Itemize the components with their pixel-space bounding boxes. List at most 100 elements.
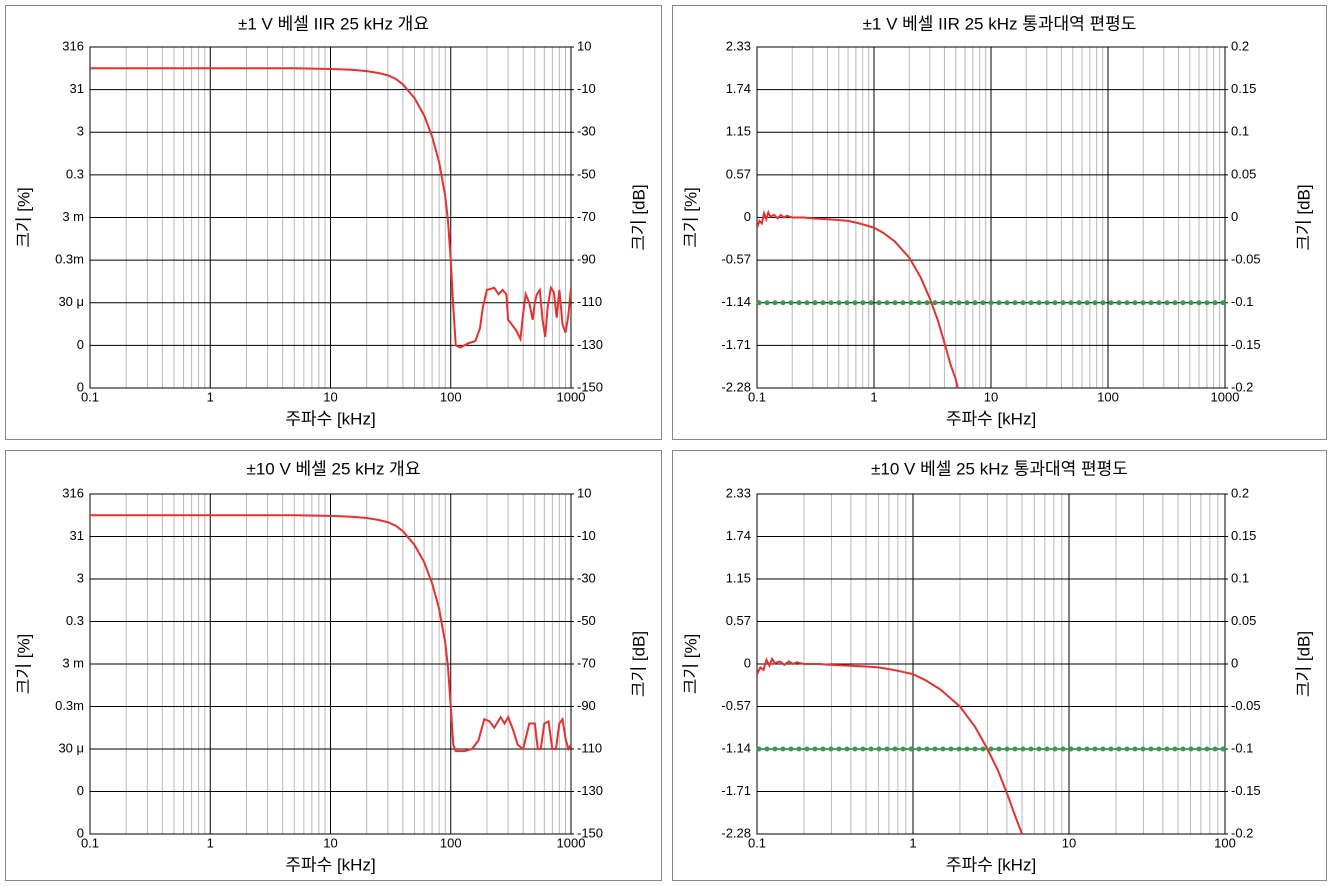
y-tick-label: 3 (77, 570, 84, 585)
x-tick-label: 10 (323, 835, 337, 850)
x-tick-label: 10 (1062, 835, 1076, 850)
y-tick-label: -2.28 (721, 379, 751, 394)
plot-frame (89, 493, 572, 835)
y2-tick-label: 0.2 (1231, 485, 1249, 500)
y-tick-label: 0.3 (66, 613, 84, 628)
y-tick-label: 1.74 (726, 528, 751, 543)
x-tick-label: 100 (1097, 389, 1119, 404)
chart-panel: 0.1 1 10 100 1000 316 31 3 0.3 3 m 0.3m 30 μ 0 0 10 -10… (5, 5, 662, 440)
y2-tick-label: 0.15 (1231, 81, 1256, 96)
x-axis-label: 주파수 [kHz] (285, 855, 375, 874)
y-tick-label: 316 (62, 485, 84, 500)
x-tick-label: 1 (870, 389, 877, 404)
y2-tick-label: -50 (577, 166, 596, 181)
y2-tick-label: 10 (577, 485, 591, 500)
y-tick-label: 1.15 (726, 124, 751, 139)
x-tick-label: 0.1 (81, 835, 99, 850)
y2-tick-label: 0 (1231, 209, 1238, 224)
plot-frame (89, 46, 572, 389)
y-tick-label: 0 (77, 337, 84, 352)
y-tick-label: 0.57 (726, 166, 751, 181)
y-tick-label: 2.33 (726, 485, 751, 500)
y2-tick-label: 0 (1231, 655, 1238, 670)
y-tick-label: 0 (77, 379, 84, 394)
y2-axis-label: 크기 [dB] (629, 631, 648, 697)
y2-tick-label: -70 (577, 209, 596, 224)
x-tick-label: 100 (440, 389, 462, 404)
panel-border (672, 5, 1327, 440)
y2-tick-label: -0.2 (1231, 825, 1253, 840)
x-tick-label: 10 (984, 389, 998, 404)
y-axis-label: 크기 [%] (681, 634, 700, 695)
y2-tick-label: -90 (577, 698, 596, 713)
y2-tick-label: -30 (577, 570, 596, 585)
x-tick-label: 0.1 (81, 389, 99, 404)
y2-tick-label: -0.15 (1231, 783, 1261, 798)
x-tick-label: 1000 (1211, 389, 1240, 404)
y-tick-label: 0 (77, 825, 84, 840)
panel-border (5, 5, 662, 440)
y-tick-label: 31 (70, 528, 84, 543)
series-line (757, 209, 959, 388)
series-line (90, 67, 571, 349)
y-tick-label: 0.3 (66, 166, 84, 181)
y-tick-label: 3 (77, 124, 84, 139)
y2-tick-label: -50 (577, 613, 596, 628)
x-tick-label: 1000 (557, 835, 586, 850)
y2-tick-label: -90 (577, 252, 596, 267)
x-tick-label: 0.1 (748, 389, 766, 404)
y2-tick-label: 0.05 (1231, 613, 1256, 628)
y2-tick-label: 0.1 (1231, 570, 1249, 585)
y2-tick-label: -0.15 (1231, 337, 1261, 352)
y-tick-label: -1.71 (721, 783, 751, 798)
y-tick-label: 0 (744, 209, 751, 224)
y2-tick-label: 0.05 (1231, 166, 1256, 181)
series-line (757, 656, 1023, 834)
y2-tick-label: 0.15 (1231, 528, 1256, 543)
y-tick-label: -1.14 (721, 740, 751, 755)
y-tick-label: 30 μ (58, 740, 84, 755)
y-axis-label: 크기 [%] (14, 187, 33, 248)
chart-panel: 0.1 1 10 100 1000 316 31 3 0.3 3 m 0.3m 30 μ 0 0 10 -10… (5, 450, 662, 881)
chart-title: ±10 V 베셀 25 kHz 통과대역 편평도 (871, 459, 1128, 478)
y2-tick-label: -70 (577, 655, 596, 670)
y2-tick-label: -110 (577, 294, 602, 309)
y2-tick-label: 0.1 (1231, 124, 1249, 139)
y2-axis-label: 크기 [dB] (1294, 184, 1313, 250)
y2-tick-label: 0.2 (1231, 38, 1249, 53)
panel-border (5, 450, 662, 881)
x-tick-label: 100 (1214, 835, 1236, 850)
y2-tick-label: -0.05 (1231, 698, 1261, 713)
y2-tick-label: 10 (577, 38, 591, 53)
chart-title: ±1 V 베셀 IIR 25 kHz 통과대역 편평도 (863, 14, 1137, 33)
y-tick-label: 2.33 (726, 38, 751, 53)
chart-title: ±1 V 베셀 IIR 25 kHz 개요 (238, 14, 429, 33)
y-axis-label: 크기 [%] (14, 634, 33, 695)
y-tick-label: -1.71 (721, 337, 751, 352)
chart-panel: 0.1 1 10 100 2.33 1.74 1.15 0.57 0 -0.57 -1.14 -1.7… (672, 450, 1327, 881)
chart-panel: 0.1 1 10 100 1000 2.33 1.74 1.15 0.57 0 -0.57 -1.14… (672, 5, 1327, 440)
y-tick-label: 0.3m (55, 252, 84, 267)
x-tick-label: 100 (440, 835, 462, 850)
x-tick-label: 1 (909, 835, 916, 850)
y-tick-label: -1.14 (721, 294, 751, 309)
y2-tick-label: -10 (577, 528, 596, 543)
y-axis-label: 크기 [%] (681, 187, 700, 248)
y2-tick-label: -0.1 (1231, 740, 1253, 755)
panel-border (672, 450, 1327, 881)
y-tick-label: 0.3m (55, 698, 84, 713)
y2-tick-label: -0.1 (1231, 294, 1253, 309)
y2-tick-label: -110 (577, 740, 602, 755)
y-tick-label: 30 μ (58, 294, 84, 309)
y2-axis-label: 크기 [dB] (629, 184, 648, 250)
x-axis-label: 주파수 [kHz] (946, 409, 1036, 428)
chart-title: ±10 V 베셀 25 kHz 개요 (247, 459, 421, 478)
y-tick-label: 1.74 (726, 81, 751, 96)
y-tick-label: -0.57 (721, 698, 751, 713)
y2-tick-label: -130 (577, 337, 603, 352)
y2-tick-label: -0.2 (1231, 379, 1253, 394)
y2-tick-label: -30 (577, 124, 596, 139)
x-tick-label: 1000 (557, 389, 586, 404)
x-tick-label: 1 (207, 835, 214, 850)
